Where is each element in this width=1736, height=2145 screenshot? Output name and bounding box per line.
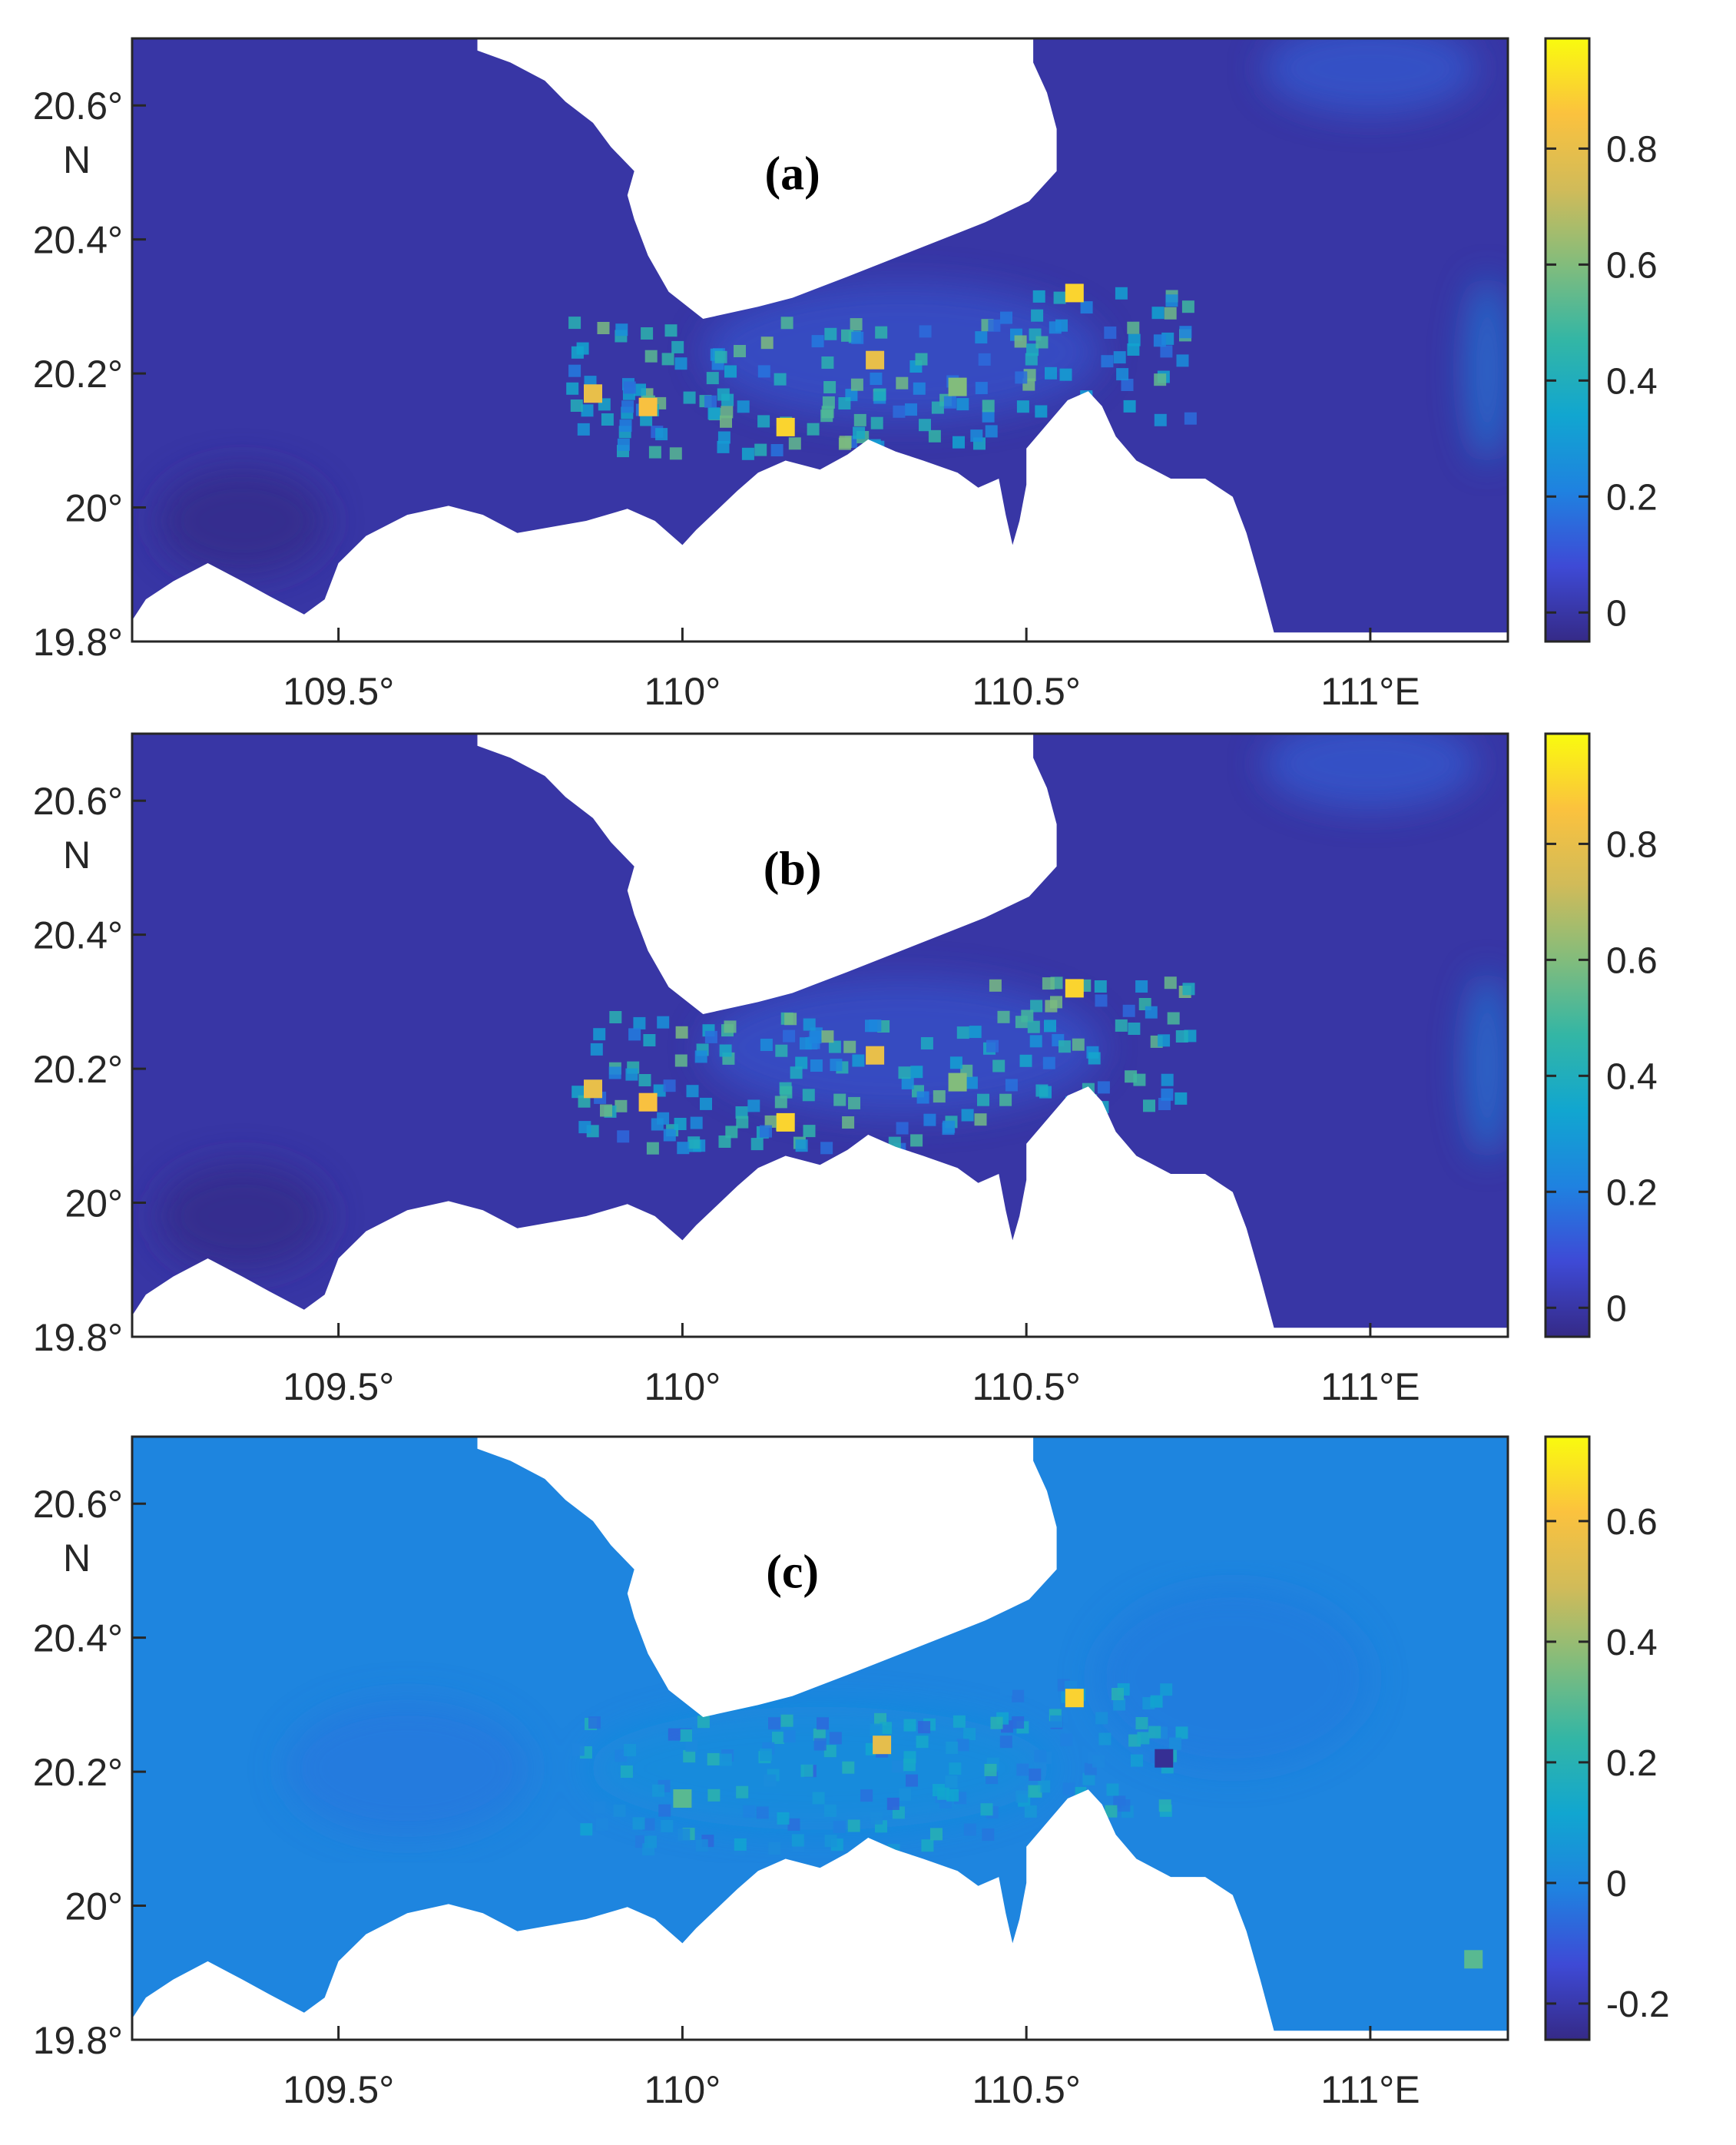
y-tick-label: 20.4°: [33, 219, 123, 262]
y-tick-label: 19.8°: [33, 621, 123, 664]
hotspot-cell: [584, 1079, 602, 1099]
hotspots: [584, 979, 1084, 1132]
y-tick-label: 20.2°: [33, 353, 123, 396]
colorbar-tick-label: 0: [1606, 1864, 1627, 1905]
strait-cells: [571, 1679, 1188, 1857]
x-tick-label: 110.5°: [972, 2068, 1080, 2111]
hotspot-cell: [776, 1112, 795, 1132]
colorbar-tick-label: 0.4: [1606, 1056, 1658, 1097]
hotspot-cell: [866, 1046, 885, 1065]
y-axis-unit-label: N: [63, 1537, 91, 1580]
sea-field: [132, 1437, 1508, 2040]
map-panel-2: (b) 109.5° 110° 110.5° 111°E 20.6° N 20.4° 20.2°…: [33, 732, 1658, 1408]
x-tick-label: 109.5°: [283, 2068, 394, 2111]
map-panel-3: (c) 109.5° 110° 110.5° 111°E 20.6° N 20.4° 20.2°…: [33, 1435, 1670, 2111]
hotspot-cell: [638, 1092, 658, 1112]
panel-label: (c): [766, 1546, 819, 1598]
x-tick-label: 111°E: [1320, 2068, 1420, 2111]
colorbar-tick-label: 0.4: [1606, 361, 1658, 402]
y-tick-label: 20.6°: [33, 1483, 123, 1526]
hotspot-cell: [866, 350, 885, 370]
hotspot-cell: [1065, 1689, 1084, 1708]
colorbar: [1544, 37, 1591, 643]
hotspots: [673, 1689, 1483, 1969]
colorbar: [1544, 1435, 1591, 2041]
hotspot-cell: [673, 1789, 692, 1808]
colorbar-tick-label: 0.8: [1606, 129, 1658, 170]
x-tick-label: 110°: [644, 670, 721, 713]
y-tick-label: 20.2°: [33, 1751, 123, 1794]
hotspot-cell: [1155, 1749, 1174, 1768]
x-tick-label: 109.5°: [283, 670, 394, 713]
colorbar-tick-label: 0.2: [1606, 1743, 1658, 1784]
colorbar-tick-label: 0.8: [1606, 824, 1658, 865]
sea-field: [132, 38, 1508, 642]
hotspot-cell: [1065, 283, 1084, 303]
y-tick-label: 20.4°: [33, 914, 123, 957]
strait-cells: [571, 976, 1197, 1155]
colorbar-tick-label: 0.2: [1606, 477, 1658, 518]
x-tick-label: 111°E: [1320, 1365, 1420, 1408]
y-tick-label: 20.6°: [33, 85, 123, 128]
hotspot-cell: [948, 377, 967, 396]
colorbar-tick-label: 0: [1606, 1288, 1627, 1329]
colorbar-tick-label: 0: [1606, 593, 1627, 634]
colorbar-tick-label: 0.6: [1606, 245, 1658, 286]
land-mask: [132, 1437, 1508, 2040]
colorbar-tick-label: -0.2: [1606, 1984, 1670, 2025]
axes-frame: [131, 37, 1509, 643]
x-tick-label: 110°: [644, 1365, 721, 1408]
hotspot-cell: [948, 1072, 967, 1092]
colorbar-tick-label: 0.6: [1606, 1502, 1658, 1543]
y-tick-label: 19.8°: [33, 1316, 123, 1359]
x-tick-label: 110.5°: [972, 670, 1080, 713]
y-tick-label: 20°: [65, 1182, 123, 1225]
y-axis-unit-label: N: [63, 138, 91, 181]
land-mask: [132, 734, 1508, 1337]
colorbar-tick-label: 0.6: [1606, 940, 1658, 981]
sea-field: [132, 734, 1508, 1337]
map-panel-1: (a) 109.5° 110° 110.5° 111°E 20.6° N 20.4° 20.2°…: [33, 37, 1658, 713]
x-tick-label: 110°: [644, 2068, 721, 2111]
y-tick-label: 20.2°: [33, 1048, 123, 1091]
colorbar: [1544, 732, 1591, 1338]
panel-label: (b): [764, 843, 822, 895]
hotspot-cell: [638, 397, 658, 416]
axes-frame: [131, 732, 1509, 1338]
land-mask: [132, 38, 1508, 642]
x-tick-label: 110.5°: [972, 1365, 1080, 1408]
y-tick-label: 20°: [65, 1885, 123, 1928]
axes-frame: [131, 1435, 1509, 2041]
y-tick-label: 20°: [65, 487, 123, 530]
colorbar-tick-label: 0.4: [1606, 1623, 1658, 1663]
x-tick-label: 109.5°: [283, 1365, 394, 1408]
y-tick-label: 20.4°: [33, 1617, 123, 1660]
y-tick-label: 19.8°: [33, 2019, 123, 2062]
colorbar-tick-label: 0.2: [1606, 1172, 1658, 1213]
y-axis-unit-label: N: [63, 834, 91, 877]
hotspot-cell: [1065, 979, 1084, 998]
hotspots: [584, 283, 1084, 436]
hotspot-cell: [1464, 1950, 1483, 1969]
y-tick-label: 20.6°: [33, 780, 123, 823]
x-tick-label: 111°E: [1320, 670, 1420, 713]
hotspot-cell: [776, 417, 795, 436]
hotspot-cell: [584, 384, 602, 403]
panel-label: (a): [765, 148, 820, 200]
hotspot-cell: [873, 1736, 892, 1755]
